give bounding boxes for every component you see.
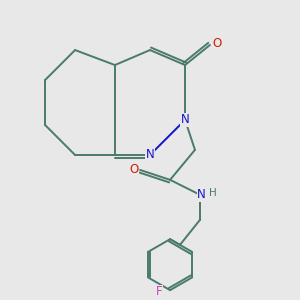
Text: H: H [209,188,217,198]
Text: N: N [181,113,189,126]
Text: O: O [129,164,138,176]
Text: N: N [197,188,206,201]
Text: O: O [212,37,221,50]
Text: F: F [155,285,162,298]
Text: N: N [146,148,154,161]
